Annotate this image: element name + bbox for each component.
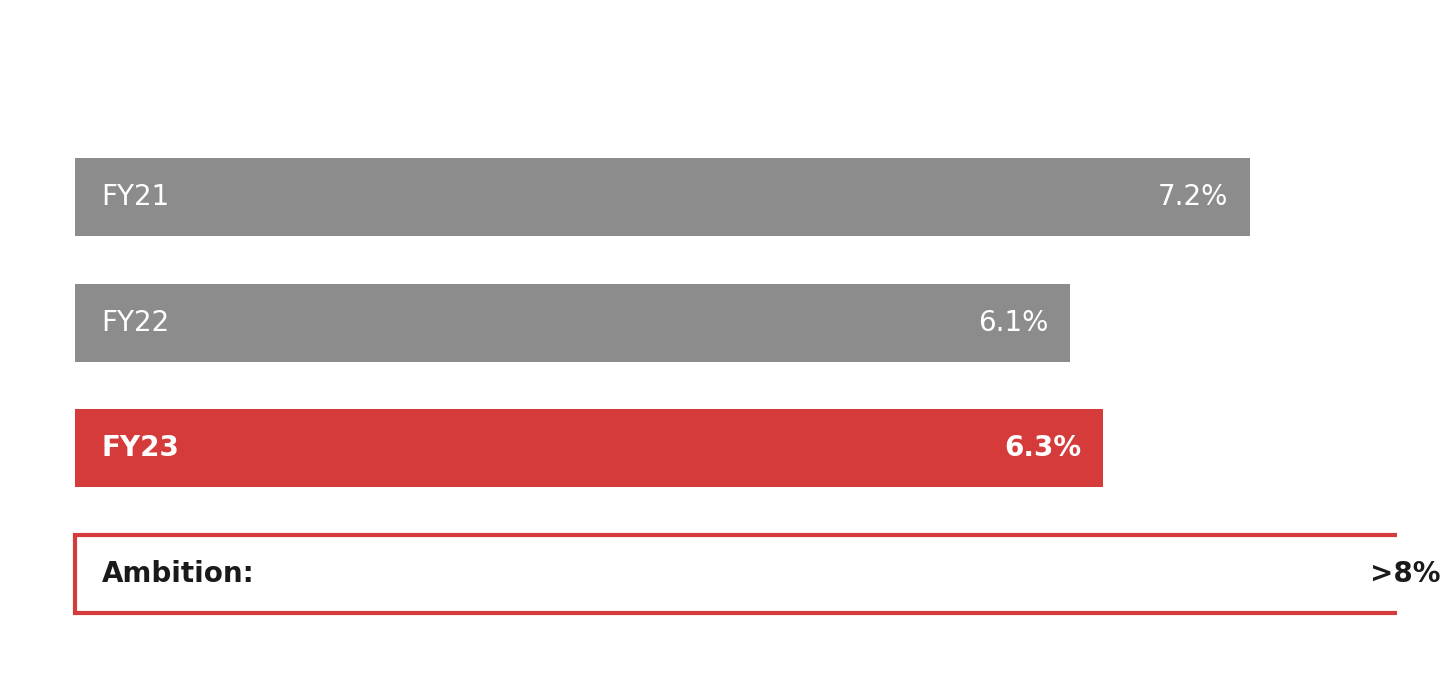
Bar (75, 158, 1250, 236)
Bar (75, 284, 1070, 362)
Bar (75, 410, 1103, 487)
Text: 6.3%: 6.3% (1004, 435, 1081, 462)
Text: 6.1%: 6.1% (978, 309, 1048, 336)
Text: FY22: FY22 (101, 309, 170, 336)
Bar (75, 535, 1440, 613)
Text: FY23: FY23 (101, 435, 179, 462)
Text: >8%: >8% (1369, 560, 1440, 588)
Text: Ambition:: Ambition: (101, 560, 253, 588)
Text: 7.2%: 7.2% (1158, 183, 1228, 211)
Text: FY21: FY21 (101, 183, 170, 211)
